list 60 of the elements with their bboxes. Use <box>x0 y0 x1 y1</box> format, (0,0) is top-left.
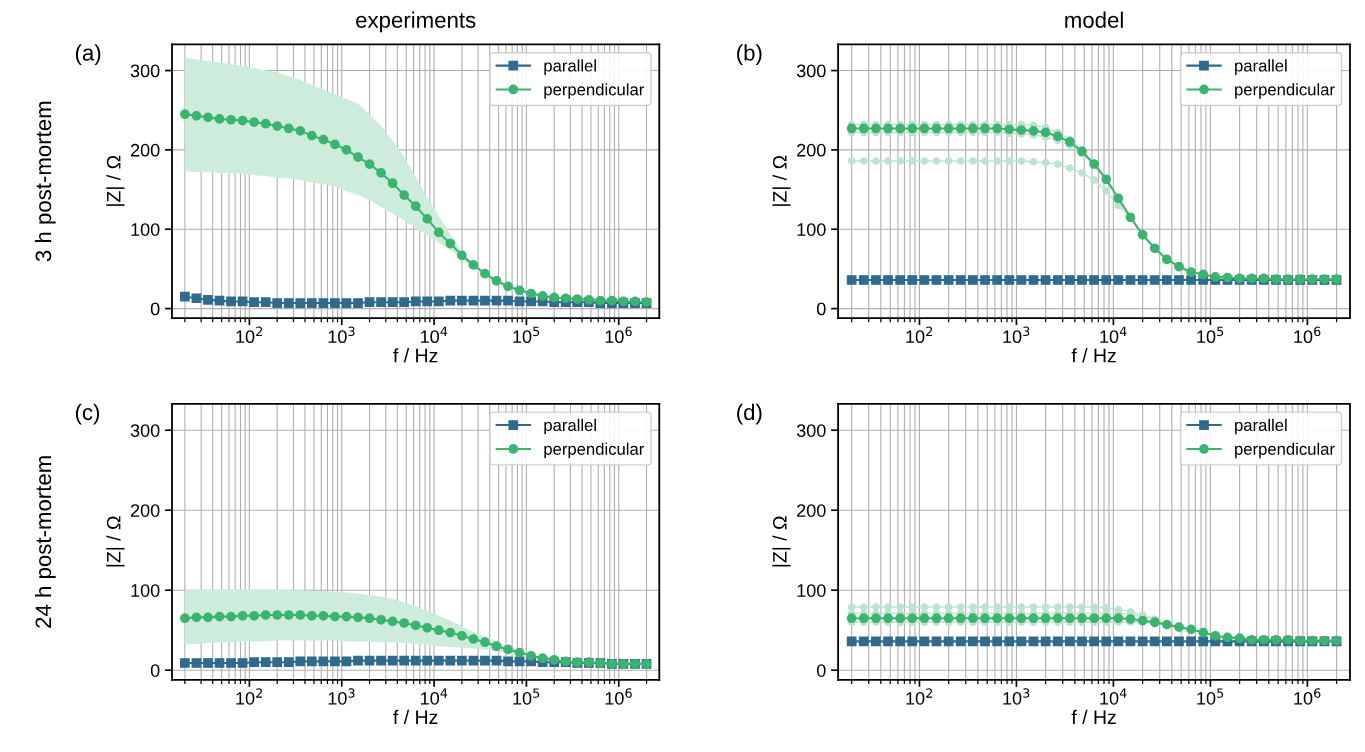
x-tick-label: 10$^{2}$ <box>236 688 263 705</box>
x-tick-label: 10$^{6}$ <box>1294 326 1321 344</box>
y-axis-title: |Z| / Ω <box>106 155 125 206</box>
x-tick-label: 10$^{2}$ <box>906 688 933 705</box>
chart-title: model <box>1065 11 1123 28</box>
legend-label: parallel <box>544 418 596 435</box>
text: (b) <box>737 44 762 66</box>
x-tick-label: 10$^{4}$ <box>421 688 448 705</box>
y-tick-label: 100 <box>797 584 826 597</box>
x-tick-label: 10$^{6}$ <box>605 326 632 344</box>
y-tick-label: 300 <box>130 424 160 437</box>
y-tick-label: 200 <box>130 143 160 157</box>
x-tick-label: 10$^{2}$ <box>236 326 263 344</box>
x-tick-label: 10$^{3}$ <box>1003 326 1030 344</box>
x-axis-title: f / Hz <box>393 348 438 363</box>
chart-title: experiments <box>356 11 476 33</box>
x-tick-label: 10$^{5}$ <box>513 326 540 344</box>
legend-label: parallel <box>1235 418 1287 435</box>
x-axis-title: f / Hz <box>393 709 438 725</box>
legend-label: parallel <box>544 59 596 75</box>
y-tick-label: 200 <box>797 143 826 157</box>
y-tick-label: 100 <box>131 584 160 597</box>
x-axis-title: f / Hz <box>1071 709 1116 725</box>
x-tick-label: 10$^{4}$ <box>1100 326 1127 344</box>
x-tick-label: 10$^{5}$ <box>513 688 540 705</box>
x-axis-title: f / Hz <box>1071 348 1116 363</box>
y-axis-title: |Z| / Ω <box>772 516 791 567</box>
text: (c) <box>75 403 100 425</box>
x-tick-label: 10$^{5}$ <box>1197 326 1224 344</box>
y-axis-title: |Z| / Ω <box>106 516 125 567</box>
text: 24 h post-mortem <box>34 456 56 628</box>
y-tick-label: 100 <box>131 223 160 236</box>
legend-label: perpendicular <box>1235 442 1335 459</box>
y-tick-label: 300 <box>796 424 826 437</box>
legend-label: perpendicular <box>544 83 645 99</box>
y-axis-title: |Z| / Ω <box>772 155 791 206</box>
x-tick-label: 10$^{6}$ <box>605 688 632 705</box>
y-tick-label: 100 <box>797 223 826 236</box>
text: 3 h post-mortem <box>34 101 56 262</box>
y-tick-label: 200 <box>797 504 826 517</box>
x-tick-label: 10$^{3}$ <box>328 688 355 705</box>
x-tick-label: 10$^{3}$ <box>1003 688 1030 705</box>
x-tick-label: 10$^{5}$ <box>1197 688 1224 705</box>
x-tick-label: 10$^{4}$ <box>1100 688 1127 705</box>
y-tick-label: 200 <box>130 504 160 517</box>
x-tick-label: 10$^{3}$ <box>328 326 355 344</box>
x-tick-label: 10$^{2}$ <box>906 326 933 344</box>
y-tick-label: 0 <box>816 664 826 677</box>
x-tick-label: 10$^{6}$ <box>1294 688 1321 705</box>
y-tick-label: 300 <box>130 64 160 78</box>
legend-label: parallel <box>1235 59 1287 75</box>
legend-label: perpendicular <box>544 442 645 459</box>
y-tick-label: 0 <box>150 302 160 316</box>
text: (a) <box>75 44 101 66</box>
legend-label: perpendicular <box>1235 83 1335 99</box>
x-tick-label: 10$^{4}$ <box>421 326 448 344</box>
y-tick-label: 0 <box>150 664 160 677</box>
y-tick-label: 300 <box>796 64 826 78</box>
y-tick-label: 0 <box>816 302 826 316</box>
text: (d) <box>737 403 762 425</box>
